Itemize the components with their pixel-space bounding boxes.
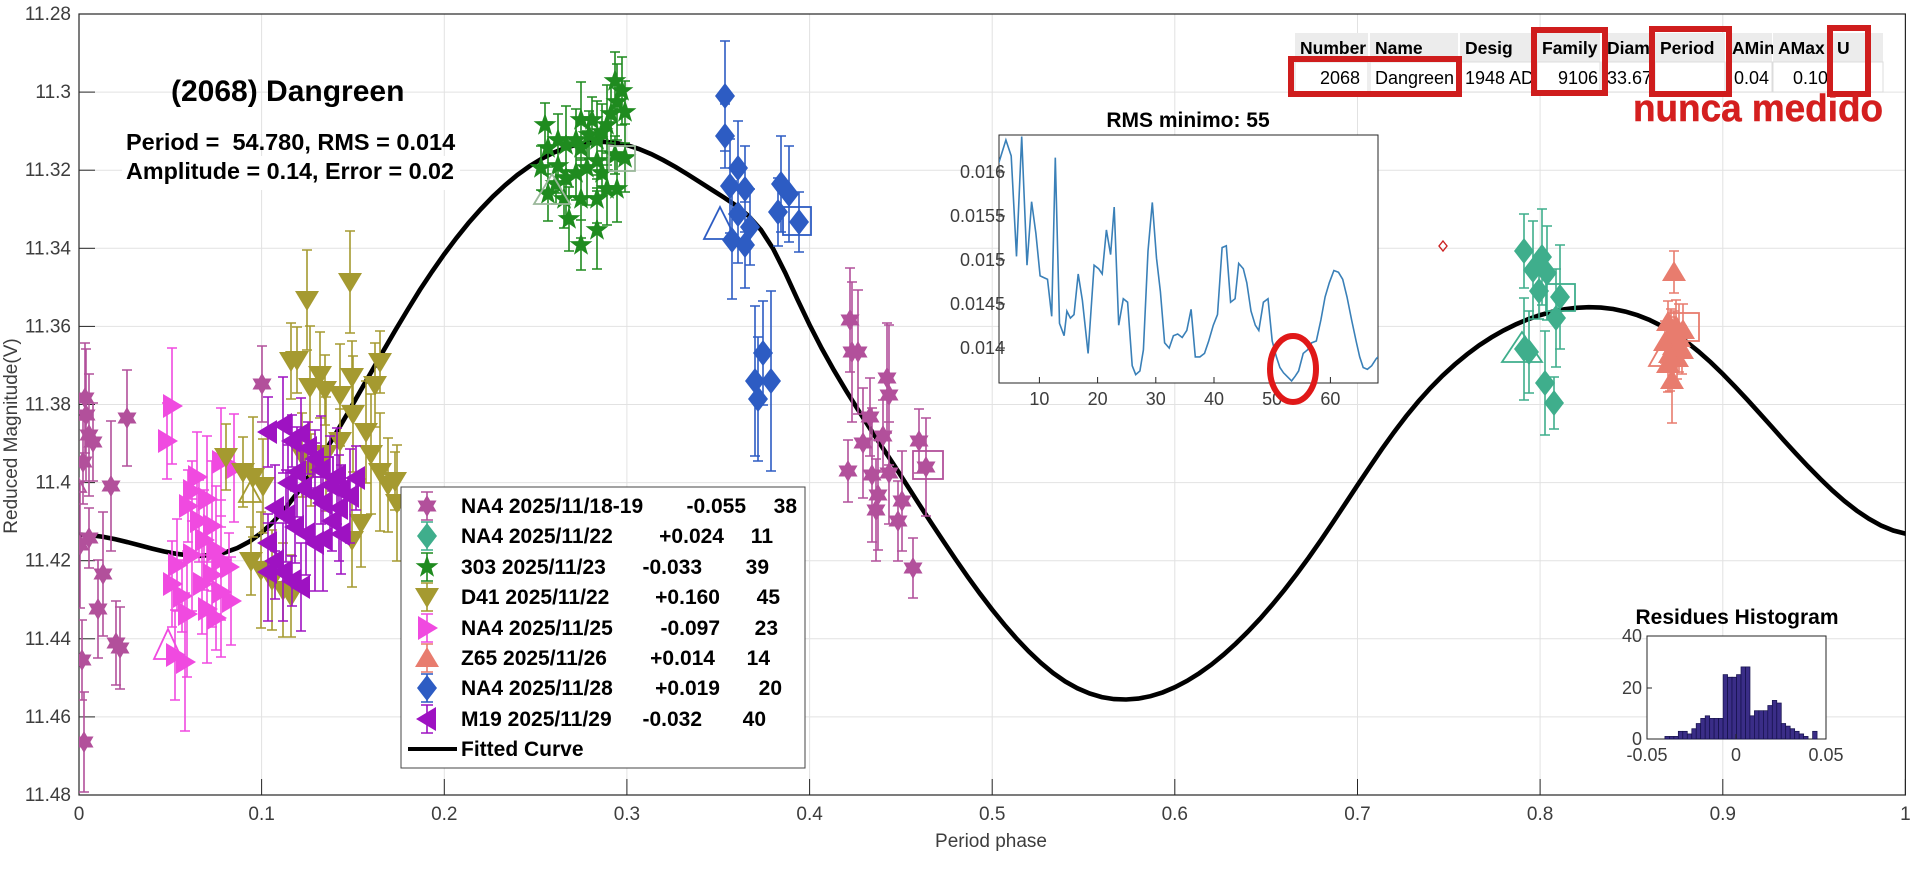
svg-text:11.28: 11.28 bbox=[25, 4, 71, 25]
svg-text:-0.097: -0.097 bbox=[660, 617, 720, 640]
svg-text:20: 20 bbox=[759, 677, 782, 700]
svg-text:NA4 2025/11/25: NA4 2025/11/25 bbox=[461, 617, 613, 640]
svg-text:NA4 2025/11/22: NA4 2025/11/22 bbox=[461, 525, 613, 548]
svg-text:0.04: 0.04 bbox=[1734, 68, 1769, 88]
svg-text:+0.014: +0.014 bbox=[650, 647, 715, 670]
svg-text:0.10: 0.10 bbox=[1793, 68, 1828, 88]
svg-text:Reduced Magnitude(V): Reduced Magnitude(V) bbox=[1, 338, 22, 533]
svg-text:0: 0 bbox=[74, 804, 85, 825]
svg-text:M19 2025/11/29: M19 2025/11/29 bbox=[461, 708, 612, 731]
svg-text:(2068) Dangreen: (2068) Dangreen bbox=[171, 75, 404, 108]
svg-text:0.0155: 0.0155 bbox=[950, 206, 1005, 226]
svg-text:Residues Histogram: Residues Histogram bbox=[1635, 606, 1838, 629]
svg-text:1: 1 bbox=[1900, 804, 1911, 825]
svg-text:0.1: 0.1 bbox=[248, 804, 274, 825]
svg-text:11.42: 11.42 bbox=[25, 551, 71, 572]
svg-text:0.8: 0.8 bbox=[1527, 804, 1553, 825]
svg-text:11.38: 11.38 bbox=[25, 395, 71, 416]
svg-text:U: U bbox=[1837, 38, 1850, 58]
svg-text:0: 0 bbox=[1731, 745, 1741, 765]
svg-text:0.3: 0.3 bbox=[614, 804, 640, 825]
svg-text:-0.055: -0.055 bbox=[686, 495, 746, 518]
svg-text:0.015: 0.015 bbox=[960, 250, 1005, 270]
svg-text:11.34: 11.34 bbox=[25, 238, 72, 259]
svg-text:Desig: Desig bbox=[1465, 38, 1513, 58]
svg-text:0.05: 0.05 bbox=[1808, 745, 1843, 765]
svg-text:Dangreen: Dangreen bbox=[1375, 68, 1454, 88]
svg-text:AMin: AMin bbox=[1732, 38, 1775, 58]
svg-text:Name: Name bbox=[1375, 38, 1423, 58]
svg-text:33.67: 33.67 bbox=[1607, 68, 1652, 88]
svg-text:39: 39 bbox=[746, 556, 769, 579]
svg-text:Period phase: Period phase bbox=[935, 831, 1047, 852]
svg-text:40: 40 bbox=[1204, 389, 1224, 409]
svg-text:0.7: 0.7 bbox=[1344, 804, 1370, 825]
svg-text:30: 30 bbox=[1146, 389, 1166, 409]
svg-text:11.36: 11.36 bbox=[25, 316, 71, 337]
svg-text:11.3: 11.3 bbox=[35, 82, 71, 103]
svg-text:11.44: 11.44 bbox=[25, 629, 72, 650]
svg-text:11.4: 11.4 bbox=[35, 473, 71, 494]
svg-text:9106: 9106 bbox=[1558, 68, 1598, 88]
svg-text:40: 40 bbox=[743, 708, 766, 731]
svg-text:0.0145: 0.0145 bbox=[950, 294, 1005, 314]
svg-text:20: 20 bbox=[1622, 678, 1642, 698]
svg-text:D41 2025/11/22: D41 2025/11/22 bbox=[461, 586, 609, 609]
svg-text:+0.160: +0.160 bbox=[655, 586, 720, 609]
svg-text:-0.032: -0.032 bbox=[642, 708, 702, 731]
svg-text:45: 45 bbox=[757, 586, 781, 609]
svg-text:0.5: 0.5 bbox=[979, 804, 1005, 825]
svg-text:Number: Number bbox=[1300, 38, 1366, 58]
svg-text:20: 20 bbox=[1088, 389, 1108, 409]
svg-text:nunca medido: nunca medido bbox=[1633, 88, 1883, 130]
svg-text:303 2025/11/23: 303 2025/11/23 bbox=[461, 556, 606, 579]
svg-text:NA4 2025/11/28: NA4 2025/11/28 bbox=[461, 677, 613, 700]
svg-text:+0.019: +0.019 bbox=[655, 677, 720, 700]
svg-text:AMax: AMax bbox=[1778, 38, 1825, 58]
svg-text:-0.033: -0.033 bbox=[642, 556, 702, 579]
svg-text:0.2: 0.2 bbox=[431, 804, 457, 825]
svg-text:23: 23 bbox=[755, 617, 778, 640]
svg-text:RMS minimo: 55: RMS minimo: 55 bbox=[1106, 109, 1270, 132]
svg-text:0.4: 0.4 bbox=[796, 804, 823, 825]
svg-text:11.48: 11.48 bbox=[25, 785, 71, 806]
svg-text:0.9: 0.9 bbox=[1710, 804, 1736, 825]
svg-text:Z65 2025/11/26: Z65 2025/11/26 bbox=[461, 647, 607, 670]
svg-text:Diam: Diam bbox=[1607, 38, 1650, 58]
svg-text:Period: Period bbox=[1660, 38, 1714, 58]
svg-text:Period = 54.780, RMS = 0.014: Period = 54.780, RMS = 0.014 bbox=[126, 129, 455, 155]
svg-text:2068: 2068 bbox=[1320, 68, 1360, 88]
svg-text:0.016: 0.016 bbox=[960, 162, 1005, 182]
svg-text:1948 AD: 1948 AD bbox=[1465, 68, 1534, 88]
svg-text:NA4 2025/11/18-19: NA4 2025/11/18-19 bbox=[461, 495, 643, 518]
svg-text:11.32: 11.32 bbox=[25, 160, 71, 181]
svg-text:Fitted Curve: Fitted Curve bbox=[461, 738, 584, 761]
svg-text:0.6: 0.6 bbox=[1162, 804, 1188, 825]
svg-text:0: 0 bbox=[1632, 729, 1642, 749]
svg-text:60: 60 bbox=[1320, 389, 1340, 409]
svg-text:+0.024: +0.024 bbox=[659, 525, 724, 548]
svg-text:40: 40 bbox=[1622, 626, 1642, 646]
svg-text:10: 10 bbox=[1029, 389, 1049, 409]
svg-text:14: 14 bbox=[747, 647, 771, 670]
svg-text:0.014: 0.014 bbox=[960, 338, 1005, 358]
svg-text:11.46: 11.46 bbox=[25, 707, 71, 728]
svg-text:38: 38 bbox=[774, 495, 798, 518]
svg-text:11: 11 bbox=[751, 525, 774, 548]
svg-text:Amplitude = 0.14, Error = 0.02: Amplitude = 0.14, Error = 0.02 bbox=[126, 158, 454, 184]
svg-text:Family: Family bbox=[1542, 38, 1598, 58]
svg-text:-0.05: -0.05 bbox=[1626, 745, 1667, 765]
